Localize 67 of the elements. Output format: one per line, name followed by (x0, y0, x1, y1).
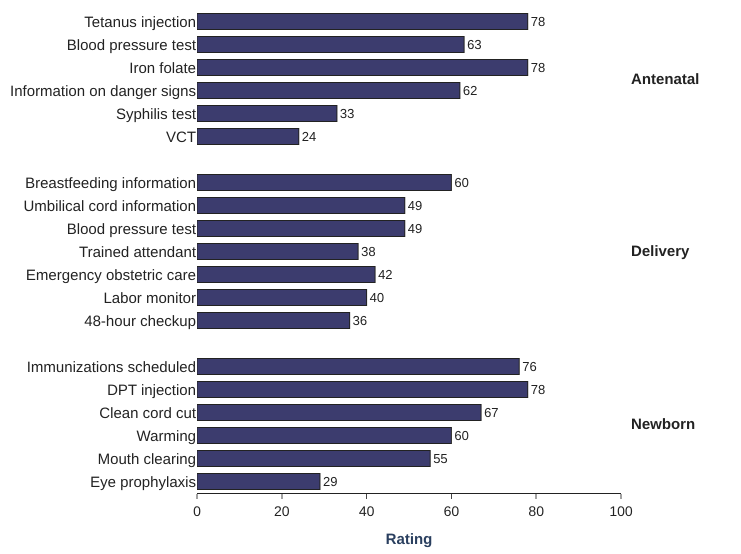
data-label: 78 (530, 60, 546, 75)
y-tick-label: Blood pressure test (66, 220, 197, 238)
bar (197, 358, 520, 376)
bar (197, 12, 528, 30)
bar (197, 242, 359, 260)
text: Antenatal (631, 71, 700, 88)
bar (197, 288, 368, 306)
x-tick-label: 20 (274, 502, 290, 519)
y-tick-label: Information on danger signs (10, 82, 196, 100)
bar (197, 220, 406, 238)
data-label: 42 (378, 267, 393, 282)
data-label: 49 (408, 198, 422, 213)
x-tick-label: 100 (609, 502, 633, 519)
y-tick-label: Umbilical cord information (23, 198, 196, 215)
bar (197, 312, 350, 330)
y-tick-label: Iron folate (129, 60, 196, 77)
data-label: 78 (530, 14, 546, 29)
text: Newborn (631, 416, 696, 433)
x-tick-label: 0 (193, 502, 202, 519)
y-tick-label: Emergency obstetric care (26, 266, 196, 284)
x-tick-label: 80 (528, 502, 544, 519)
data-label: 62 (462, 83, 478, 98)
data-label: 38 (361, 244, 376, 259)
data-label: 29 (322, 474, 338, 489)
bar (197, 128, 300, 146)
data-label: 78 (530, 382, 546, 397)
data-label: 40 (370, 290, 384, 305)
y-tick-label: Trained attendant (78, 244, 197, 261)
data-label: 55 (433, 451, 448, 466)
y-tick-label: Warming (136, 428, 196, 445)
x-axis-title: Rating (386, 530, 432, 548)
data-label: 24 (302, 129, 316, 144)
data-label: 63 (467, 37, 482, 52)
data-label: 33 (340, 106, 354, 121)
x-tick-label: 60 (444, 502, 460, 519)
y-tick-label: Eye prophylaxis (90, 474, 196, 491)
y-tick-label: Immunizations scheduled (26, 358, 196, 376)
y-tick-label: Syphilis test (116, 106, 197, 123)
bar (197, 472, 320, 490)
bar (197, 196, 406, 214)
bar (197, 450, 431, 468)
data-label: 36 (352, 313, 368, 328)
data-label: 67 (484, 405, 499, 420)
bar (197, 58, 528, 76)
bar (197, 82, 460, 100)
bar (197, 36, 465, 54)
y-tick-label: Clean cord cut (99, 404, 197, 422)
data-label: 60 (454, 175, 469, 190)
bar (197, 266, 376, 284)
y-tick-label: 48-hour checkup (84, 312, 196, 330)
bar (197, 174, 452, 192)
x-tick-label: 40 (358, 502, 375, 519)
y-tick-label: DPT injection (107, 382, 196, 399)
data-label: 60 (454, 428, 469, 443)
data-label: 49 (408, 221, 422, 236)
y-tick-label: Breastfeeding information (25, 174, 196, 192)
y-tick-label: Tetanus injection (84, 14, 196, 31)
text: Delivery (631, 243, 690, 260)
y-tick-label: VCT (166, 128, 196, 146)
y-tick-label: Labor monitor (103, 290, 196, 307)
bar (197, 404, 482, 422)
bar (197, 426, 452, 444)
data-label: 76 (522, 359, 537, 374)
y-tick-label: Blood pressure test (66, 36, 197, 54)
y-tick-label: Mouth clearing (98, 450, 196, 468)
bar (197, 380, 528, 398)
bar (197, 104, 338, 122)
